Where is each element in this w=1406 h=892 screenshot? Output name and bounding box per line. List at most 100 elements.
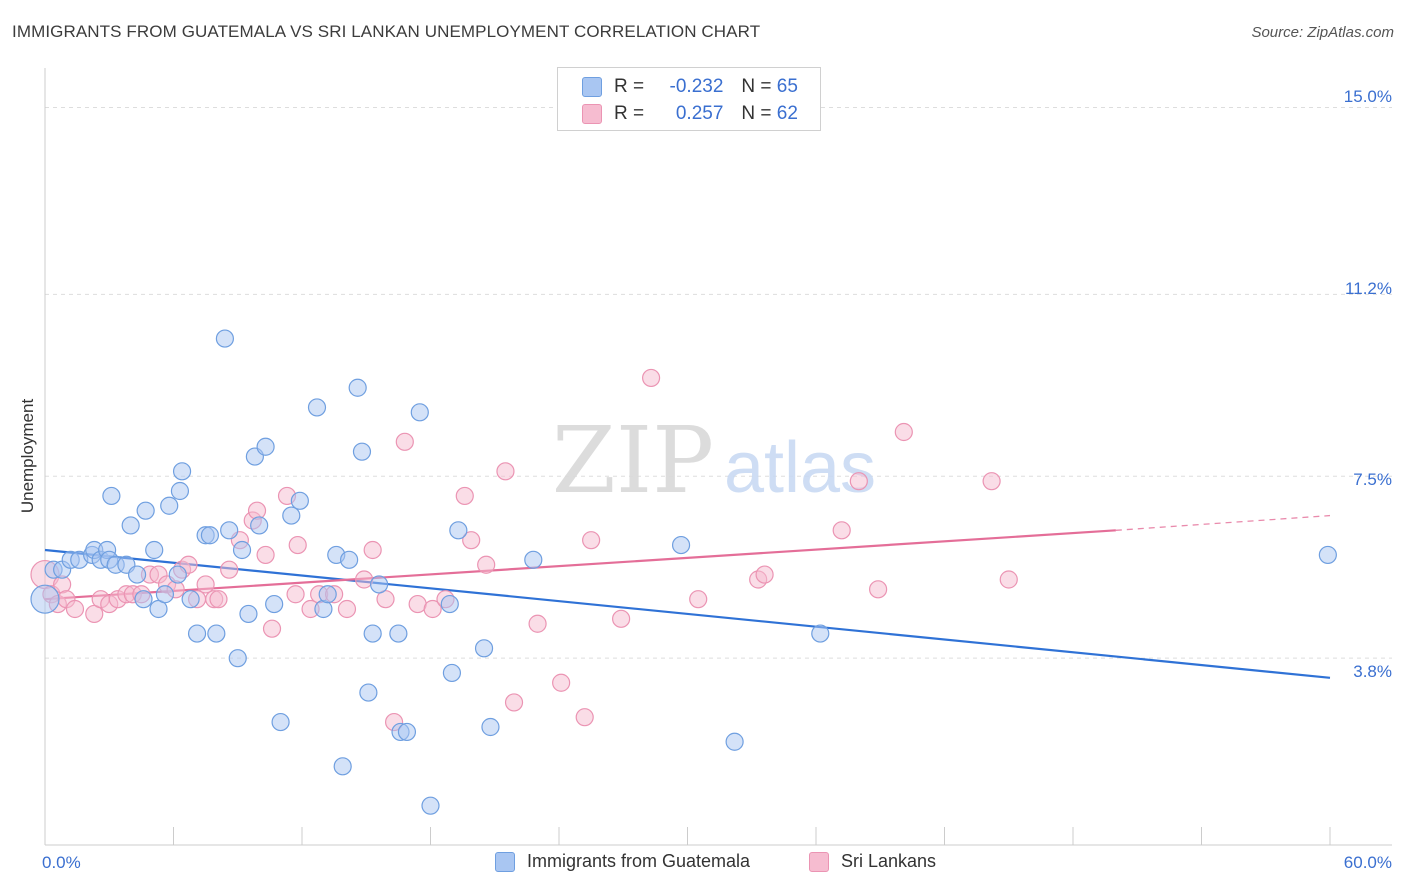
point-srilankan bbox=[477, 555, 496, 574]
point-guatemala bbox=[181, 590, 200, 609]
point-guatemala bbox=[290, 491, 309, 510]
point-guatemala bbox=[271, 712, 290, 732]
point-guatemala bbox=[449, 521, 468, 540]
point-guatemala bbox=[256, 437, 275, 456]
point-srilankan bbox=[755, 565, 774, 584]
y-tick-label: 7.5% bbox=[1353, 470, 1392, 489]
point-srilankan bbox=[849, 472, 868, 491]
watermark-zip: ZIP bbox=[552, 407, 714, 514]
trend-line-srilankan-extension bbox=[1115, 514, 1331, 531]
point-guatemala bbox=[474, 639, 494, 658]
point-guatemala bbox=[307, 398, 327, 417]
trend-lines bbox=[44, 514, 1331, 679]
correlation-legend: R = -0.232 N = 65 R = 0.257 N = 62 bbox=[557, 67, 821, 131]
point-srilankan bbox=[575, 708, 594, 727]
point-guatemala bbox=[215, 329, 234, 348]
n-value: 62 bbox=[776, 103, 798, 124]
point-guatemala bbox=[200, 526, 220, 545]
point-guatemala bbox=[481, 717, 500, 737]
point-guatemala bbox=[239, 604, 258, 624]
point-srilankan bbox=[337, 599, 357, 619]
r-label: R = bbox=[614, 103, 645, 124]
point-guatemala bbox=[352, 442, 372, 461]
point-guatemala bbox=[389, 624, 408, 643]
point-guatemala bbox=[228, 649, 247, 668]
point-srilankan bbox=[220, 560, 239, 579]
point-srilankan bbox=[286, 585, 305, 604]
y-tick-label: 11.2% bbox=[1345, 279, 1392, 298]
point-guatemala bbox=[359, 683, 378, 702]
point-srilankan bbox=[999, 570, 1018, 589]
point-guatemala bbox=[102, 486, 121, 506]
point-guatemala bbox=[370, 575, 389, 594]
chart-title: IMMIGRANTS FROM GUATEMALA VS SRI LANKAN … bbox=[12, 22, 761, 41]
point-guatemala bbox=[155, 585, 175, 604]
point-srilankan bbox=[982, 472, 1001, 491]
point-guatemala bbox=[207, 624, 226, 643]
point-srilankan bbox=[496, 462, 515, 481]
point-guatemala bbox=[232, 540, 252, 560]
legend-row-srilankan: R = 0.257 N = 62 bbox=[582, 101, 798, 127]
grid-lines bbox=[45, 107, 1392, 659]
point-srilankan bbox=[395, 432, 414, 451]
legend-swatch-pink bbox=[809, 851, 829, 872]
point-guatemala bbox=[282, 506, 301, 525]
legend-label: Immigrants from Guatemala bbox=[527, 851, 751, 871]
point-guatemala bbox=[421, 796, 440, 815]
point-srilankan bbox=[65, 599, 85, 619]
point-guatemala bbox=[30, 584, 60, 614]
point-srilankan bbox=[528, 614, 547, 633]
point-guatemala bbox=[136, 501, 155, 520]
point-srilankan bbox=[641, 368, 661, 388]
point-srilankan bbox=[455, 486, 474, 506]
axes bbox=[44, 68, 1392, 846]
point-guatemala bbox=[160, 496, 179, 515]
n-label: N = bbox=[741, 76, 772, 97]
legend-row-guatemala: R = -0.232 N = 65 bbox=[582, 74, 798, 100]
r-label: R = bbox=[614, 76, 645, 97]
point-guatemala bbox=[172, 462, 192, 481]
point-guatemala bbox=[524, 550, 543, 569]
trend-line-guatemala bbox=[44, 548, 1331, 679]
y-tick-label: 3.8% bbox=[1353, 662, 1392, 681]
point-guatemala bbox=[121, 516, 140, 535]
point-srilankan bbox=[894, 422, 913, 442]
point-srilankan bbox=[612, 609, 631, 628]
y-axis-label: Unemployment bbox=[18, 398, 37, 514]
point-guatemala bbox=[170, 481, 190, 501]
trend-line-srilankan bbox=[44, 529, 1116, 601]
n-value: 65 bbox=[776, 76, 798, 97]
watermark: ZIP atlas bbox=[552, 407, 876, 514]
point-srilankan bbox=[209, 590, 228, 609]
point-srilankan bbox=[582, 531, 601, 550]
legend-swatch-pink bbox=[582, 104, 602, 124]
point-srilankan bbox=[262, 619, 282, 638]
point-srilankan bbox=[462, 531, 481, 550]
point-srilankan bbox=[689, 590, 708, 609]
legend-item-guatemala: Immigrants from Guatemala bbox=[495, 851, 750, 872]
point-guatemala bbox=[220, 521, 239, 540]
point-srilankan bbox=[552, 673, 571, 692]
point-srilankan bbox=[355, 570, 374, 589]
point-guatemala bbox=[187, 624, 207, 643]
legend-item-srilankan: Sri Lankans bbox=[809, 851, 936, 872]
legend-label: Sri Lankans bbox=[841, 851, 937, 871]
legend-swatch-blue bbox=[495, 851, 515, 872]
point-srilankan bbox=[504, 693, 524, 712]
point-guatemala bbox=[671, 535, 691, 555]
point-guatemala bbox=[250, 516, 269, 535]
x-tick-label-max: 60.0% bbox=[1343, 853, 1392, 872]
point-guatemala bbox=[134, 590, 153, 609]
point-guatemala bbox=[442, 663, 462, 683]
source-label: Source: ZipAtlas.com bbox=[1251, 24, 1394, 41]
point-srilankan bbox=[256, 545, 275, 565]
n-label: N = bbox=[741, 103, 772, 124]
point-guatemala bbox=[811, 624, 830, 643]
point-guatemala bbox=[348, 378, 367, 397]
r-value: 0.257 bbox=[675, 103, 724, 124]
data-points bbox=[30, 329, 1337, 815]
point-guatemala bbox=[318, 585, 337, 604]
r-value: -0.232 bbox=[669, 76, 724, 97]
point-srilankan bbox=[196, 575, 215, 594]
